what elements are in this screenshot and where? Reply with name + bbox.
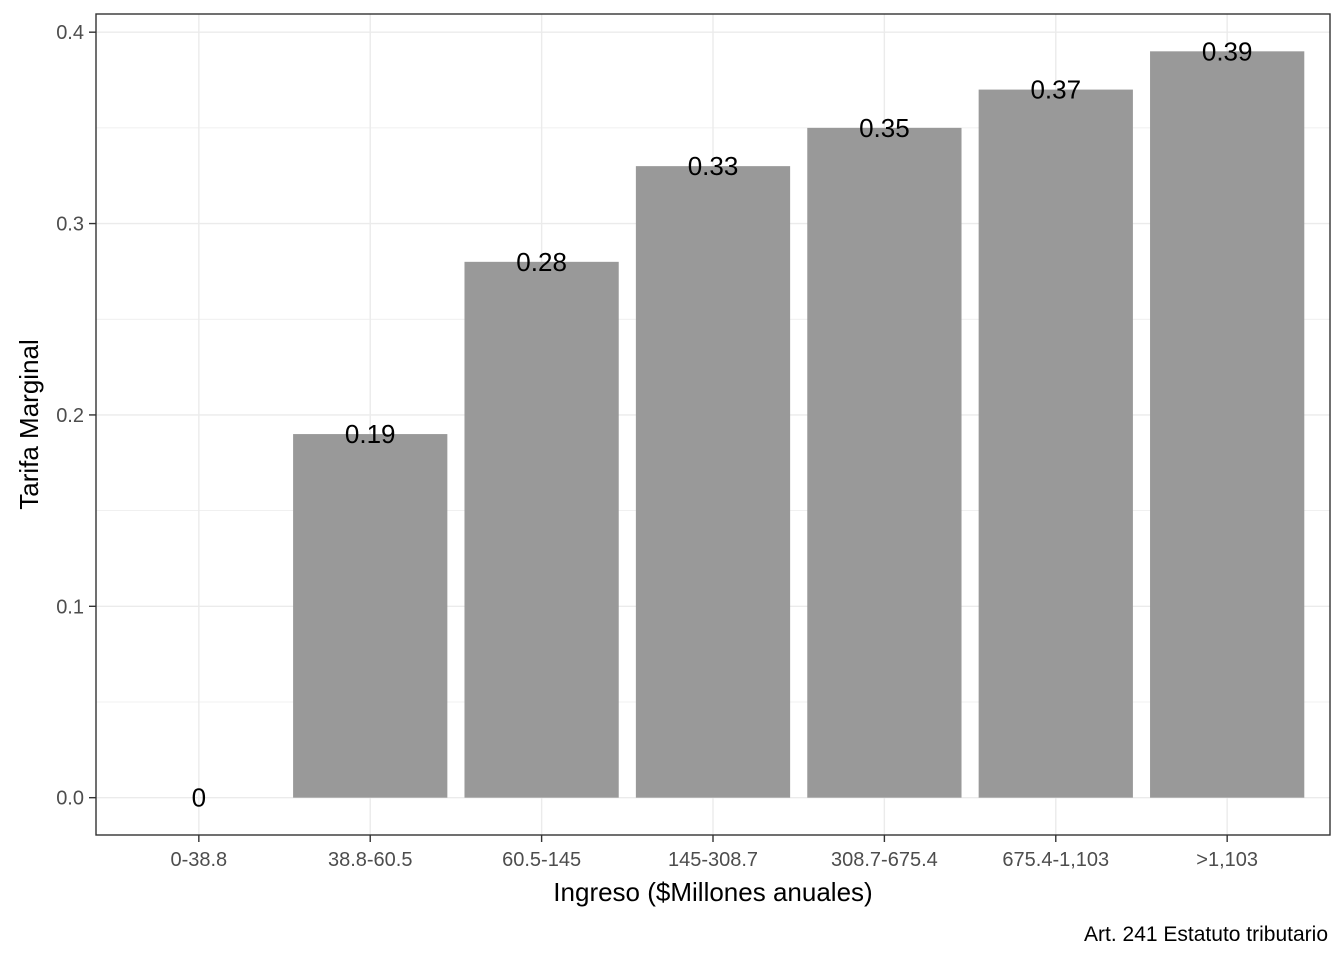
bar xyxy=(807,127,962,798)
bar xyxy=(978,89,1133,798)
data-label: 0.39 xyxy=(1202,36,1253,66)
data-label: 0 xyxy=(192,783,206,813)
bar xyxy=(1150,51,1305,798)
x-tick-label: 60.5-145 xyxy=(502,849,581,871)
bar xyxy=(464,261,619,798)
y-tick-label: 0.0 xyxy=(56,788,84,810)
x-axis-title: Ingreso ($Millones anuales) xyxy=(553,877,872,907)
x-tick-label: 308.7-675.4 xyxy=(831,849,938,871)
x-tick-label: 675.4-1,103 xyxy=(1002,849,1109,871)
x-tick-label: 38.8-60.5 xyxy=(328,849,413,871)
y-axis-title: Tarifa Marginal xyxy=(14,339,44,510)
data-label: 0.28 xyxy=(516,247,567,277)
y-tick-label: 0.2 xyxy=(56,405,84,427)
caption: Art. 241 Estatuto tributario xyxy=(1084,923,1328,946)
data-label: 0.33 xyxy=(688,151,739,181)
x-tick-label: 145-308.7 xyxy=(668,849,758,871)
data-label: 0.19 xyxy=(345,419,396,449)
data-labels: 0 0.19 0.28 0.33 0.35 0.37 0.39 xyxy=(192,36,1253,812)
y-tick-label: 0.1 xyxy=(56,596,84,618)
data-label: 0.35 xyxy=(859,113,910,143)
x-axis: 0-38.8 38.8-60.5 60.5-145 145-308.7 308.7-67… xyxy=(170,835,1258,871)
bar xyxy=(293,434,448,798)
y-axis: 0.0 0.1 0.2 0.3 0.4 xyxy=(56,22,96,810)
y-tick-label: 0.4 xyxy=(56,22,84,44)
x-tick-label: 0-38.8 xyxy=(170,849,227,871)
bar xyxy=(635,166,791,798)
x-tick-label: >1,103 xyxy=(1196,849,1258,871)
bars xyxy=(293,51,1305,798)
data-label: 0.37 xyxy=(1030,75,1081,105)
y-tick-label: 0.3 xyxy=(56,214,84,236)
